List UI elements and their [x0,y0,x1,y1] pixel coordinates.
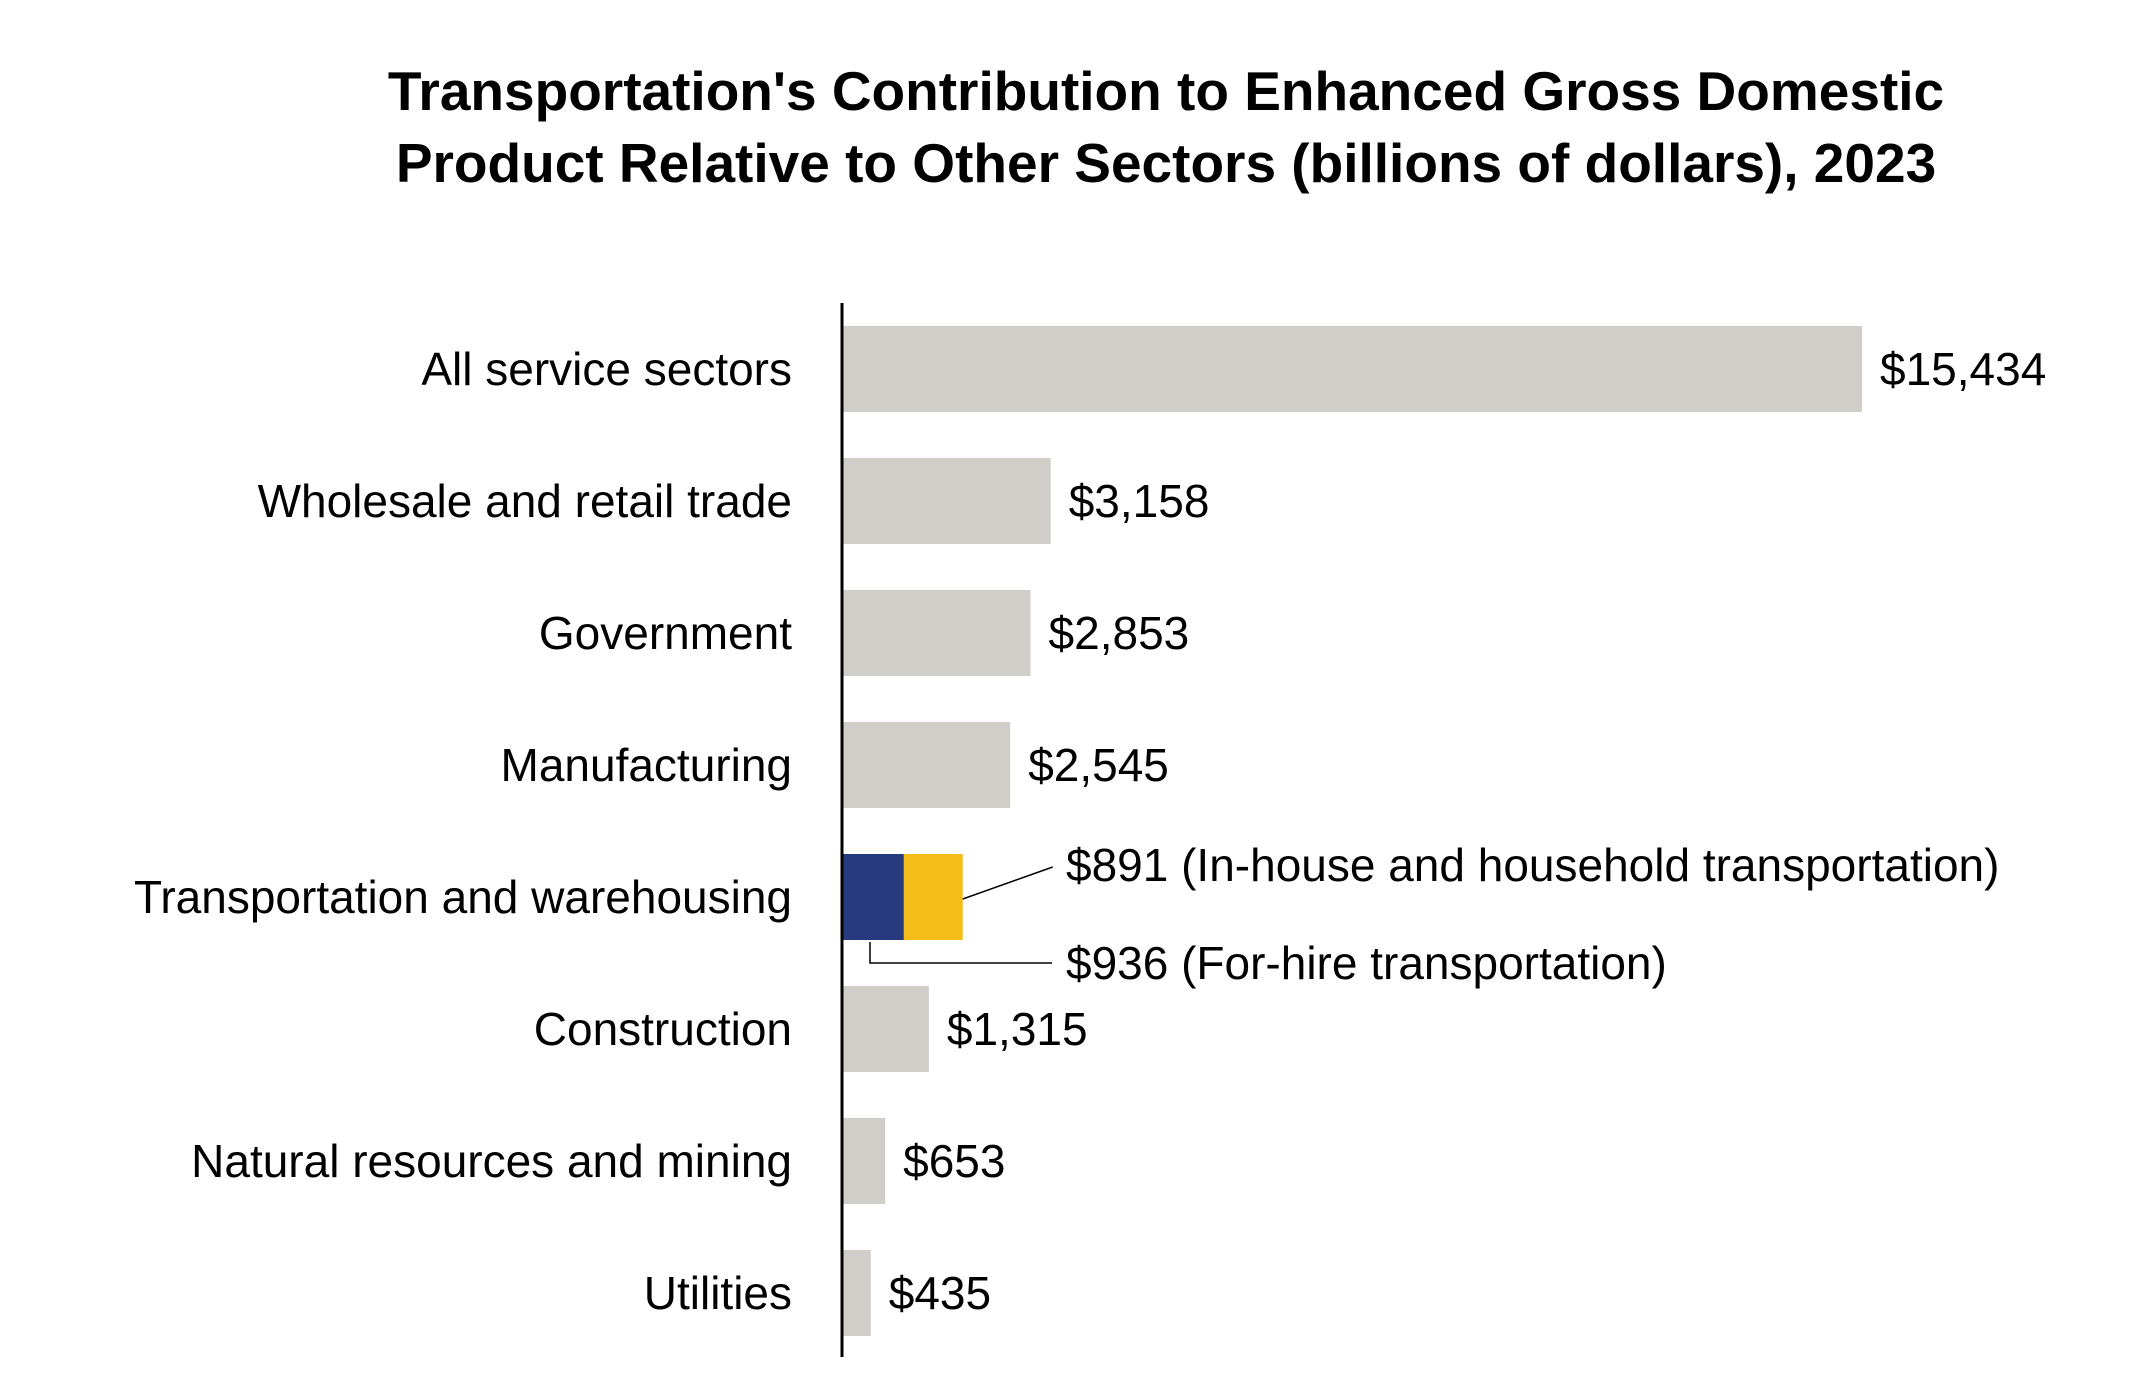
plot-area: All service sectors $15,434 Wholesale and … [134,326,2046,1336]
value-label-wholesale-and-retail-trade: $3,158 [1069,475,1210,527]
bar-segment-for-hire-transportation [842,854,904,940]
chart-title-line-2: Product Relative to Other Sectors (billi… [396,132,1936,194]
category-label-manufacturing: Manufacturing [501,739,793,791]
value-label-for-hire-transportation: $936 (For-hire transportation) [1066,937,1667,989]
bar-all-service-sectors [842,326,1862,412]
category-label-construction: Construction [534,1003,792,1055]
bar-utilities [842,1250,871,1336]
leader-line-in-house-and-household-transportation [962,866,1053,900]
bar-natural-resources-and-mining [842,1118,886,1204]
category-label-utilities: Utilities [644,1267,792,1319]
category-label-transportation-and-warehousing: Transportation and warehousing [134,871,792,923]
leader-line-for-hire-transportation [869,942,1052,964]
chart-title-line-1: Transportation's Contribution to Enhance… [388,60,1944,122]
bar-wholesale-and-retail-trade [842,458,1051,544]
value-label-utilities: $435 [889,1267,991,1319]
bar-segment-in-house-and-household-transportation [903,854,963,940]
bar-manufacturing [842,722,1011,808]
category-label-government: Government [539,607,792,659]
value-label-government: $2,853 [1049,607,1190,659]
value-label-all-service-sectors: $15,434 [1880,343,2046,395]
value-label-construction: $1,315 [947,1003,1088,1055]
value-label-in-house-and-household-transportation: $891 (In-house and household transportat… [1066,839,1999,891]
bar-government [842,590,1031,676]
category-label-natural-resources-and-mining: Natural resources and mining [191,1135,792,1187]
bar-construction [842,986,929,1072]
category-label-wholesale-and-retail-trade: Wholesale and retail trade [258,475,792,527]
value-label-manufacturing: $2,545 [1028,739,1169,791]
value-label-natural-resources-and-mining: $653 [903,1135,1005,1187]
category-label-all-service-sectors: All service sectors [421,343,792,395]
